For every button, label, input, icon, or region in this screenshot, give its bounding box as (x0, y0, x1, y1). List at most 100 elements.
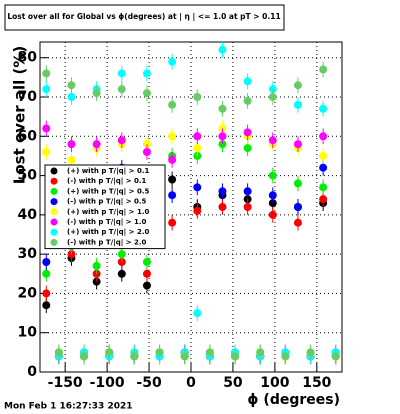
marker (54, 348, 63, 357)
legend-marker (50, 228, 58, 236)
marker (319, 183, 328, 192)
marker (268, 191, 277, 200)
marker (155, 348, 164, 357)
marker (67, 93, 76, 101)
marker (42, 269, 51, 278)
legend-marker (50, 208, 58, 216)
y-tick-label: 30 (18, 246, 38, 262)
marker (142, 69, 151, 78)
marker (243, 77, 252, 86)
marker (42, 69, 51, 78)
marker (293, 140, 302, 149)
marker (243, 144, 252, 153)
marker (168, 218, 177, 227)
marker (42, 258, 51, 266)
x-tick-label: 0 (186, 375, 196, 391)
timestamp: Mon Feb 1 16:27:33 2021 (4, 402, 133, 412)
x-tick-label: 150 (302, 375, 331, 391)
y-tick-label: 20 (18, 285, 38, 301)
y-tick-label: 10 (18, 325, 38, 341)
marker (117, 69, 126, 78)
y-tick-label: 0 (27, 364, 37, 380)
marker (42, 301, 51, 310)
legend-label: (-) with p T/|q| > 0.1 (67, 177, 147, 186)
y-tick-label: 80 (18, 50, 38, 66)
marker (193, 132, 202, 141)
marker (142, 258, 151, 266)
legend-box (44, 164, 166, 250)
marker (268, 171, 277, 180)
marker (92, 89, 101, 98)
marker (281, 352, 290, 361)
marker (319, 65, 328, 74)
marker (231, 352, 240, 361)
legend-marker (50, 198, 58, 206)
marker (142, 148, 151, 156)
marker (218, 187, 227, 196)
marker (243, 128, 252, 137)
y-tick-label: 50 (18, 168, 38, 184)
marker (67, 140, 76, 149)
marker (117, 136, 126, 145)
marker (243, 203, 252, 211)
marker (293, 179, 302, 188)
marker (306, 348, 315, 357)
x-tick-label: 100 (260, 375, 289, 391)
marker (218, 132, 227, 141)
legend-label: (+) with p T/|q| > 2.0 (67, 228, 150, 237)
marker (193, 144, 202, 153)
marker (168, 191, 177, 200)
marker (42, 148, 51, 156)
marker (168, 175, 177, 184)
marker (117, 85, 126, 94)
chart-title: Lost over all for Global vs ϕ(degrees) a… (7, 12, 280, 22)
legend-marker (50, 238, 58, 246)
legend-label: (+) with p T/|q| > 0.1 (67, 167, 150, 176)
legend-label: (-) with p T/|q| > 1.0 (67, 218, 147, 227)
marker (117, 250, 126, 259)
x-tick-label: -50 (136, 375, 162, 391)
marker (130, 352, 139, 361)
legend-label: (+) with p T/|q| > 0.5 (67, 187, 150, 196)
legend-marker (50, 177, 58, 185)
marker (193, 183, 202, 192)
title-box (4, 4, 285, 31)
x-tick-label: -100 (90, 375, 125, 391)
legend-label: (-) with p T/|q| > 0.5 (67, 198, 147, 207)
marker (218, 45, 227, 54)
y-tick-label: 60 (18, 128, 38, 144)
y-axis-label: Lost over all (%) (11, 46, 29, 184)
marker (319, 163, 328, 172)
marker (268, 210, 277, 219)
legend-label: (+) with p T/|q| > 1.0 (67, 208, 150, 217)
marker (105, 348, 114, 357)
legend-label: (-) with p T/|q| > 2.0 (67, 238, 147, 247)
marker (67, 155, 76, 164)
marker (319, 195, 328, 204)
legend-marker (50, 187, 58, 195)
marker (80, 352, 89, 361)
marker (256, 348, 265, 357)
marker (92, 140, 101, 149)
marker (218, 203, 227, 211)
marker (142, 269, 151, 278)
x-tick-label: 50 (223, 375, 243, 391)
marker (243, 187, 252, 196)
marker (42, 289, 51, 298)
marker (117, 269, 126, 278)
marker (142, 89, 151, 98)
marker (168, 57, 177, 66)
x-tick-label: -150 (48, 375, 83, 391)
marker (243, 96, 252, 105)
marker (193, 206, 202, 215)
x-axis-label: ϕ (degrees) (247, 392, 340, 408)
marker (205, 348, 214, 357)
y-tick-label: 70 (18, 89, 38, 105)
marker (293, 218, 302, 227)
marker (293, 81, 302, 90)
marker (168, 100, 177, 109)
marker (180, 352, 189, 361)
marker (268, 136, 277, 145)
marker (142, 281, 151, 290)
